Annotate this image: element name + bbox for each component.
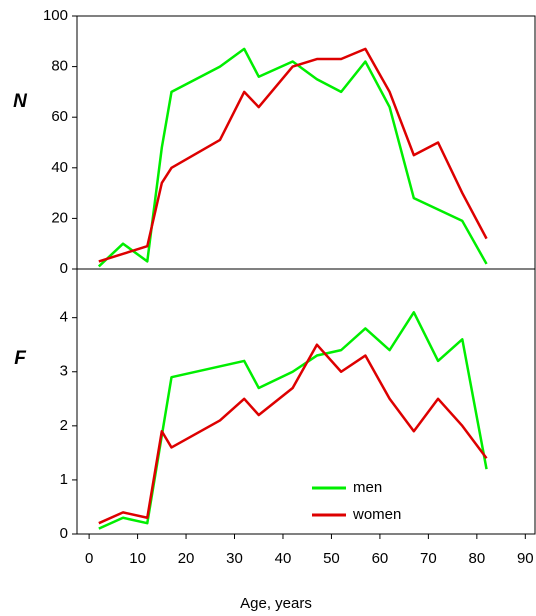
x-tick-label: 70	[420, 550, 437, 567]
y-axis-label: F	[14, 348, 27, 369]
y-tick-label: 4	[60, 309, 68, 326]
y-tick-label: 80	[51, 58, 68, 75]
x-tick-label: 80	[468, 550, 485, 567]
y-tick-label: 100	[43, 7, 68, 24]
x-tick-label: 90	[517, 550, 534, 567]
x-tick-label: 60	[372, 550, 389, 567]
y-tick-label: 60	[51, 108, 68, 125]
plot-frame	[76, 268, 536, 535]
y-tick-label: 2	[60, 417, 68, 434]
y-tick-label: 20	[51, 209, 68, 226]
y-tick-label: 1	[60, 471, 68, 488]
x-tick-label: 40	[275, 550, 292, 567]
y-tick-label: 3	[60, 363, 68, 380]
legend-label: women	[352, 506, 401, 523]
x-tick-label: 10	[129, 550, 146, 567]
x-tick-label: 20	[178, 550, 195, 567]
y-tick-label: 40	[51, 159, 68, 176]
y-tick-label: 0	[60, 525, 68, 542]
data-line	[98, 47, 488, 263]
x-tick-label: 50	[323, 550, 340, 567]
data-line	[98, 343, 488, 525]
plot-frame	[76, 15, 536, 270]
legend-label: men	[353, 479, 382, 496]
data-line	[97, 47, 488, 268]
y-axis-label: N	[13, 91, 28, 112]
x-tick-label: 0	[85, 550, 93, 567]
x-axis-label: Age, years	[240, 595, 312, 612]
y-tick-label: 0	[60, 260, 68, 277]
data-line	[98, 311, 488, 530]
x-tick-label: 30	[226, 550, 243, 567]
